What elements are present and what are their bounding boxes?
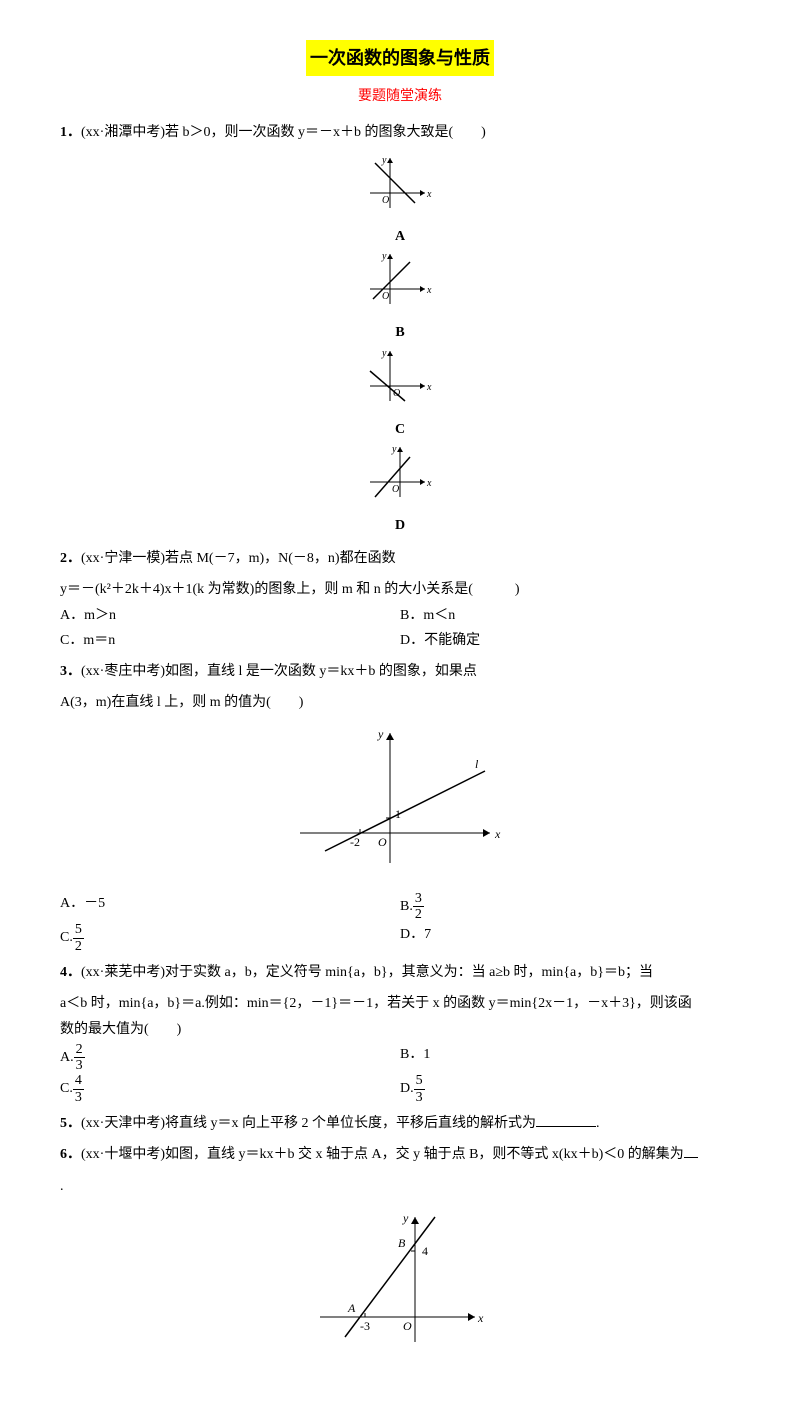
q1-label-A: A bbox=[60, 224, 740, 249]
q2-opt-C: C．m＝n bbox=[60, 628, 400, 653]
q6-graph: x y O A -3 B 4 bbox=[60, 1207, 740, 1356]
svg-text:O: O bbox=[392, 484, 399, 495]
q4-line3: 数的最大值为( ) bbox=[60, 1017, 740, 1042]
q1-text: (xx·湘潭中考)若 b＞0，则一次函数 y＝－x＋b 的图象大致是( ) bbox=[81, 125, 486, 140]
q4-text: (xx·莱芜中考)对于实数 a，b，定义符号 min{a，b}，其意义为：当 a… bbox=[81, 965, 653, 980]
q6-blank bbox=[684, 1143, 698, 1158]
q2-opt-B: B．m＜n bbox=[400, 603, 740, 628]
q4-num: 4． bbox=[60, 965, 81, 980]
q6-A-label: A bbox=[347, 1301, 356, 1315]
svg-text:O: O bbox=[378, 835, 387, 849]
svg-text:x: x bbox=[494, 827, 501, 841]
svg-text:x: x bbox=[426, 189, 432, 200]
q1-graphs: x y O A x y O B x y O C bbox=[60, 153, 740, 539]
svg-text:y: y bbox=[381, 348, 387, 359]
q3-opt-C: C.52 bbox=[60, 922, 400, 954]
svg-text:x: x bbox=[426, 285, 432, 296]
q3-opt-D: D．7 bbox=[400, 922, 740, 954]
svg-text:y: y bbox=[377, 727, 384, 741]
q6-num: 6． bbox=[60, 1147, 81, 1162]
svg-text:y: y bbox=[391, 444, 397, 455]
question-4: 4．(xx·莱芜中考)对于实数 a，b，定义符号 min{a，b}，其意义为：当… bbox=[60, 960, 740, 985]
svg-text:x: x bbox=[426, 478, 432, 489]
q2-opt-A: A．m＞n bbox=[60, 603, 400, 628]
subtitle: 要题随堂演练 bbox=[60, 84, 740, 109]
q6-suffix: . bbox=[60, 1174, 740, 1199]
q3-graph: x y O -2 1 l bbox=[60, 723, 740, 882]
svg-text:x: x bbox=[426, 382, 432, 393]
question-6: 6．(xx·十堰中考)如图，直线 y＝kx＋b 交 x 轴于点 A，交 y 轴于… bbox=[60, 1142, 740, 1167]
q5-blank bbox=[536, 1112, 596, 1127]
title-wrap: 一次函数的图象与性质 bbox=[60, 40, 740, 76]
q3-text: (xx·枣庄中考)如图，直线 l 是一次函数 y＝kx＋b 的图象，如果点 bbox=[81, 664, 477, 679]
svg-text:x: x bbox=[477, 1311, 484, 1325]
q1-graph-C: x y O C bbox=[60, 395, 740, 442]
q4-options: A.23 B．1 C.43 D.53 bbox=[60, 1042, 740, 1106]
q3-opt-B: B.32 bbox=[400, 891, 740, 923]
q1-graph-D: x y O D bbox=[60, 491, 740, 538]
page-title: 一次函数的图象与性质 bbox=[306, 40, 494, 76]
q2-opt-D: D．不能确定 bbox=[400, 628, 740, 653]
q4-opt-D: D.53 bbox=[400, 1073, 740, 1105]
q1-label-D: D bbox=[60, 513, 740, 538]
svg-text:y: y bbox=[381, 251, 387, 262]
q4-line2: a＜b 时，min{a，b}＝a.例如：min＝{2，－1}＝－1，若关于 x … bbox=[60, 991, 740, 1016]
q2-line2: y＝－(k²＋2k＋4)x＋1(k 为常数)的图象上，则 m 和 n 的大小关系… bbox=[60, 577, 740, 602]
q3-options: A．－5 B.32 C.52 D．7 bbox=[60, 891, 740, 955]
q2-num: 2． bbox=[60, 551, 81, 566]
q3-line2: A(3，m)在直线 l 上，则 m 的值为( ) bbox=[60, 690, 740, 715]
question-1: 1．(xx·湘潭中考)若 b＞0，则一次函数 y＝－x＋b 的图象大致是( ) bbox=[60, 120, 740, 145]
q1-graph-B: x y O B bbox=[60, 298, 740, 345]
q4-opt-B: B．1 bbox=[400, 1042, 740, 1074]
svg-text:O: O bbox=[382, 195, 389, 206]
question-5: 5．(xx·天津中考)将直线 y＝x 向上平移 2 个单位长度，平移后直线的解析… bbox=[60, 1111, 740, 1136]
q4-opt-C: C.43 bbox=[60, 1073, 400, 1105]
q2-options: A．m＞n B．m＜n C．m＝n D．不能确定 bbox=[60, 603, 740, 653]
q6-B-label: B bbox=[398, 1236, 406, 1250]
q1-graph-A: x y O A bbox=[60, 202, 740, 249]
q1-num: 1． bbox=[60, 125, 81, 140]
q4-opt-A: A.23 bbox=[60, 1042, 400, 1074]
q3-num: 3． bbox=[60, 664, 81, 679]
q2-text: (xx·宁津一模)若点 M(－7，m)，N(－8，n)都在函数 bbox=[81, 551, 396, 566]
q1-label-C: C bbox=[60, 417, 740, 442]
svg-text:O: O bbox=[403, 1319, 412, 1333]
svg-text:y: y bbox=[381, 155, 387, 166]
q3-opt-A: A．－5 bbox=[60, 891, 400, 923]
svg-text:y: y bbox=[402, 1211, 409, 1225]
q1-label-B: B bbox=[60, 320, 740, 345]
svg-text:l: l bbox=[475, 757, 479, 771]
q5-text: (xx·天津中考)将直线 y＝x 向上平移 2 个单位长度，平移后直线的解析式为 bbox=[81, 1116, 536, 1131]
q5-num: 5． bbox=[60, 1116, 81, 1131]
question-2: 2．(xx·宁津一模)若点 M(－7，m)，N(－8，n)都在函数 bbox=[60, 546, 740, 571]
question-3: 3．(xx·枣庄中考)如图，直线 l 是一次函数 y＝kx＋b 的图象，如果点 bbox=[60, 659, 740, 684]
svg-text:-3: -3 bbox=[360, 1319, 370, 1333]
svg-text:4: 4 bbox=[422, 1244, 428, 1258]
q6-text: (xx·十堰中考)如图，直线 y＝kx＋b 交 x 轴于点 A，交 y 轴于点 … bbox=[81, 1147, 684, 1162]
svg-text:O: O bbox=[382, 291, 389, 302]
q5-suffix: . bbox=[596, 1116, 600, 1131]
